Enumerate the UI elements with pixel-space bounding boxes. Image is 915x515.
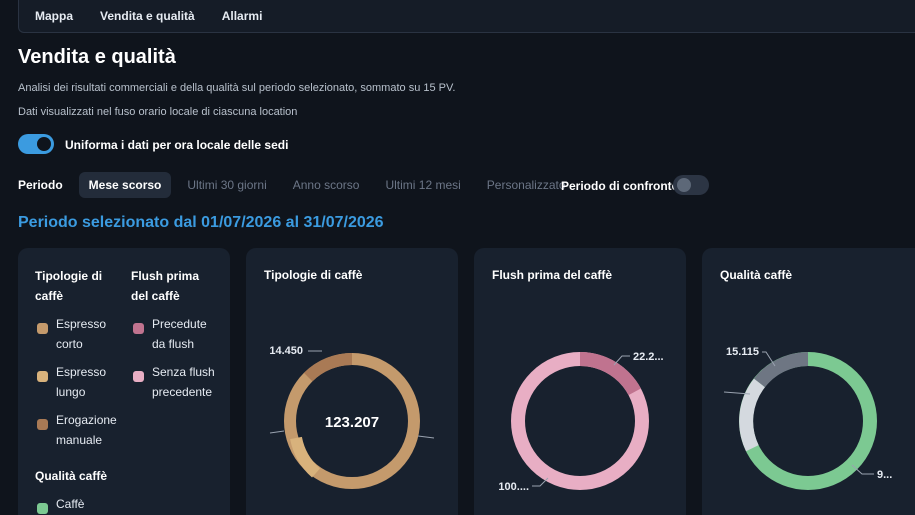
period-label: Periodo: [18, 178, 63, 192]
chart-title-types: Tipologie di caffè: [264, 268, 363, 282]
legend-swatch: [133, 371, 144, 382]
legend-item-espresso-lungo[interactable]: Espresso lungo: [35, 362, 121, 402]
legend-swatch: [37, 323, 48, 334]
toggle-knob: [37, 137, 51, 151]
toggle-knob: [677, 178, 691, 192]
donut-segment-erogazione-manuale[interactable]: [303, 353, 353, 382]
legend-item-precedute-da-flush[interactable]: Precedute da flush: [131, 314, 217, 354]
callout-label-top-left: 14.450: [269, 345, 303, 357]
callout-line: [532, 477, 549, 487]
legend-swatch: [133, 323, 144, 334]
page-title: Vendita e qualità: [18, 46, 176, 68]
chart-title-quality: Qualità caffè: [720, 268, 793, 282]
legend-types-title: Tipologie di caffè: [35, 269, 103, 303]
legend-flush-title: Flush prima del caffè: [131, 269, 200, 303]
legend-quality-column: Qualità caffè Caffè: [35, 466, 215, 515]
uniform-data-toggle[interactable]: [18, 134, 54, 154]
chart-title-flush: Flush prima del caffè: [492, 268, 613, 282]
donut-chart-types: 123.207 14.450: [269, 345, 435, 489]
callout-label-bottom-right: 9...: [877, 469, 892, 481]
donut-chart-flush: 22.2... 100....: [498, 351, 664, 493]
compare-period-label: Periodo di confronto: [561, 179, 679, 193]
donut-chart-quality: 15.115 9...: [723, 346, 892, 490]
legend-item-label: Precedute da flush: [152, 317, 207, 351]
callout-label-top-left: 15.115: [726, 346, 759, 358]
legend-swatch: [37, 503, 48, 514]
legend-item-caffe[interactable]: Caffè: [35, 494, 215, 514]
legend-swatch: [37, 371, 48, 382]
legend-item-espresso-corto[interactable]: Espresso corto: [35, 314, 121, 354]
legend-item-label: Senza flush precedente: [152, 365, 215, 399]
nav-tab-allarmi[interactable]: Allarmi: [221, 9, 263, 23]
legend-quality-title: Qualità caffè: [35, 469, 108, 483]
donut-segment-quality-grey[interactable]: [753, 352, 809, 388]
callout-line: [851, 464, 874, 475]
period-selector: Periodo Mese scorso Ultimi 30 giorni Ann…: [18, 172, 582, 198]
top-nav: Mappa Vendita e qualità Allarmi: [18, 0, 915, 33]
period-option-mese-scorso[interactable]: Mese scorso: [78, 172, 172, 198]
page-subtitle: Analisi dei risultati commerciali e dell…: [18, 82, 456, 94]
legend-types-column: Tipologie di caffè Espresso corto Espres…: [35, 266, 121, 458]
nav-tab-mappa[interactable]: Mappa: [35, 9, 74, 23]
callout-label-top-right: 22.2...: [633, 351, 664, 363]
nav-tab-vendita-qualita[interactable]: Vendita e qualità: [100, 9, 195, 23]
donut-segment-espresso-lungo[interactable]: [290, 436, 321, 478]
callout-line: [762, 351, 776, 367]
period-option-ultimi-30-giorni[interactable]: Ultimi 30 giorni: [187, 178, 267, 192]
chart-card-quality: Qualità caffè 15.115 9...: [702, 248, 915, 515]
legend-item-label: Caffè: [56, 497, 85, 511]
legend-item-erogazione-manuale[interactable]: Erogazione manuale: [35, 410, 121, 450]
legend-swatch: [37, 419, 48, 430]
callout-label-bottom-left: 100....: [498, 481, 529, 493]
donut-segment-quality-light[interactable]: [739, 378, 766, 452]
timezone-note: Dati visualizzati nel fuso orario locale…: [18, 106, 298, 118]
legend-item-label: Espresso lungo: [56, 365, 107, 399]
donut-center-total: 123.207: [325, 414, 379, 431]
callout-line: [417, 435, 435, 439]
callout-line: [723, 391, 751, 395]
uniform-data-toggle-label: Uniforma i dati per ora locale delle sed…: [65, 138, 289, 152]
legend-flush-column: Flush prima del caffè Precedute da flush…: [131, 266, 217, 410]
compare-period-toggle[interactable]: [673, 175, 709, 195]
chart-card-types: Tipologie di caffè 123.207 14.450: [246, 248, 458, 515]
period-option-anno-scorso[interactable]: Anno scorso: [292, 178, 360, 192]
period-option-personalizzato[interactable]: Personalizzato: [486, 178, 566, 192]
period-option-ultimi-12-mesi[interactable]: Ultimi 12 mesi: [385, 178, 461, 192]
legend-item-senza-flush[interactable]: Senza flush precedente: [131, 362, 217, 402]
legend-item-label: Espresso corto: [56, 317, 107, 351]
callout-line: [613, 355, 630, 366]
legend-item-label: Erogazione manuale: [56, 413, 117, 447]
callout-line: [269, 430, 285, 434]
selected-period-heading: Periodo selezionato dal 01/07/2026 al 31…: [18, 214, 384, 231]
donut-segment-precedute-da-flush[interactable]: [579, 352, 641, 396]
chart-card-flush: Flush prima del caffè 22.2... 100....: [474, 248, 686, 515]
legend-card: Tipologie di caffè Espresso corto Espres…: [18, 248, 230, 515]
